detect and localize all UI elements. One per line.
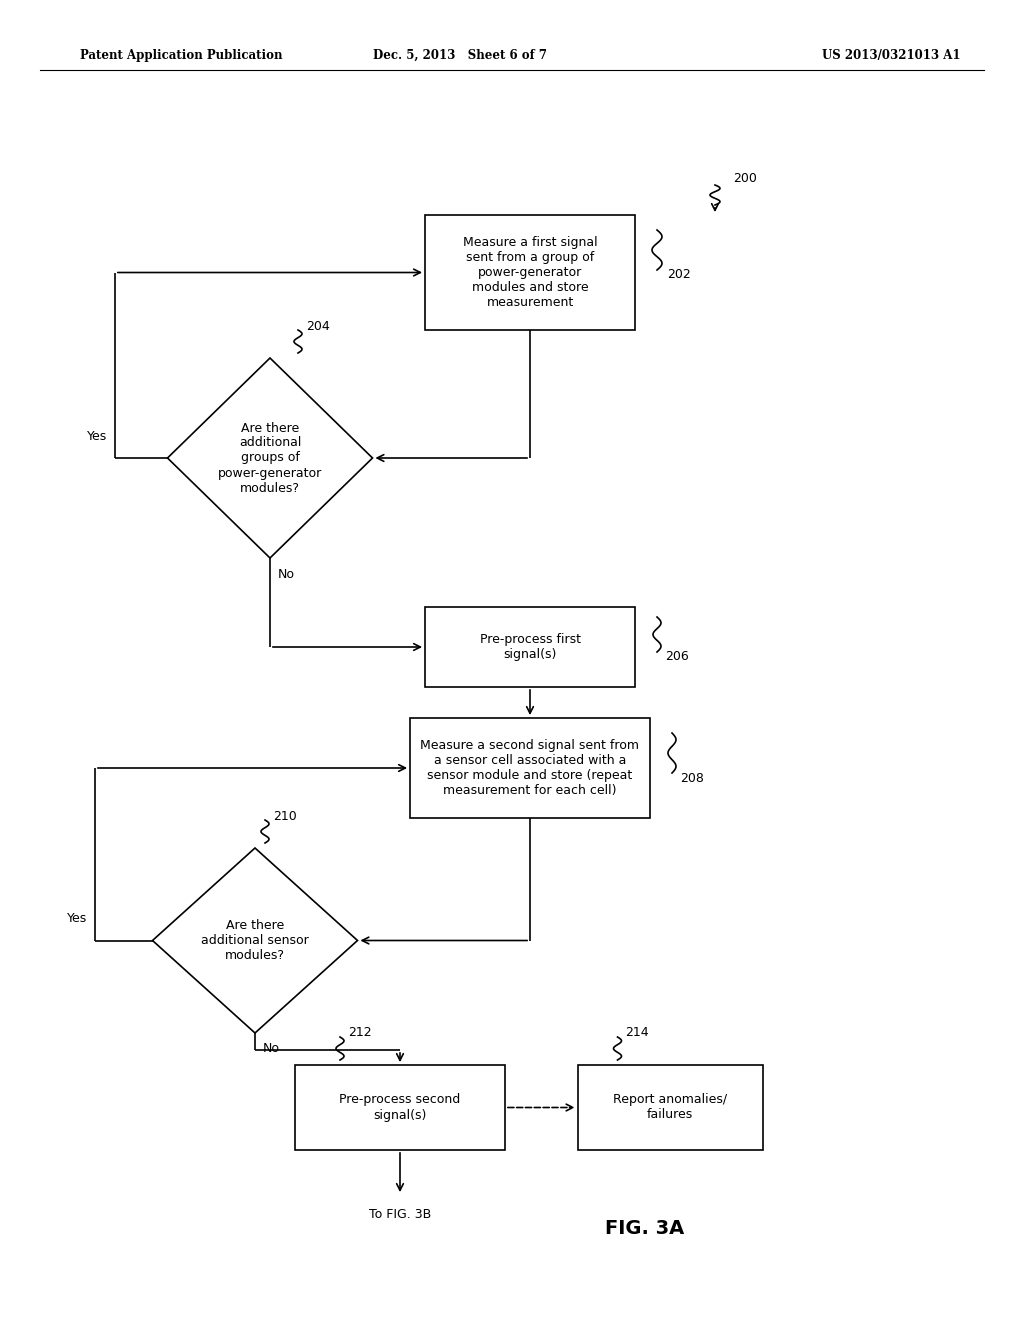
Text: Pre-process first
signal(s): Pre-process first signal(s) [479,634,581,661]
Text: Patent Application Publication: Patent Application Publication [80,49,283,62]
Text: 210: 210 [273,809,297,822]
FancyBboxPatch shape [295,1065,505,1150]
FancyBboxPatch shape [410,718,650,818]
Polygon shape [168,358,373,558]
Text: No: No [278,568,295,581]
FancyBboxPatch shape [425,607,635,686]
Text: 202: 202 [667,268,691,281]
Text: 208: 208 [680,771,703,784]
Text: To FIG. 3B: To FIG. 3B [369,1208,431,1221]
Text: Dec. 5, 2013   Sheet 6 of 7: Dec. 5, 2013 Sheet 6 of 7 [373,49,547,62]
Text: Report anomalies/
failures: Report anomalies/ failures [613,1093,727,1122]
FancyBboxPatch shape [425,215,635,330]
Text: Are there
additional sensor
modules?: Are there additional sensor modules? [201,919,309,962]
Polygon shape [153,847,357,1034]
Text: 214: 214 [626,1027,649,1040]
Text: 212: 212 [348,1027,372,1040]
Text: US 2013/0321013 A1: US 2013/0321013 A1 [821,49,961,62]
Text: FIG. 3A: FIG. 3A [605,1218,685,1238]
Text: 200: 200 [733,172,757,185]
Text: Yes: Yes [67,912,87,925]
Text: Are there
additional
groups of
power-generator
modules?: Are there additional groups of power-gen… [218,421,323,495]
Text: 206: 206 [665,651,689,664]
Text: 204: 204 [306,319,330,333]
Text: Yes: Yes [87,429,106,442]
Text: No: No [263,1043,280,1056]
Text: Measure a first signal
sent from a group of
power-generator
modules and store
me: Measure a first signal sent from a group… [463,236,597,309]
Text: Measure a second signal sent from
a sensor cell associated with a
sensor module : Measure a second signal sent from a sens… [421,739,640,797]
FancyBboxPatch shape [578,1065,763,1150]
Text: Pre-process second
signal(s): Pre-process second signal(s) [339,1093,461,1122]
